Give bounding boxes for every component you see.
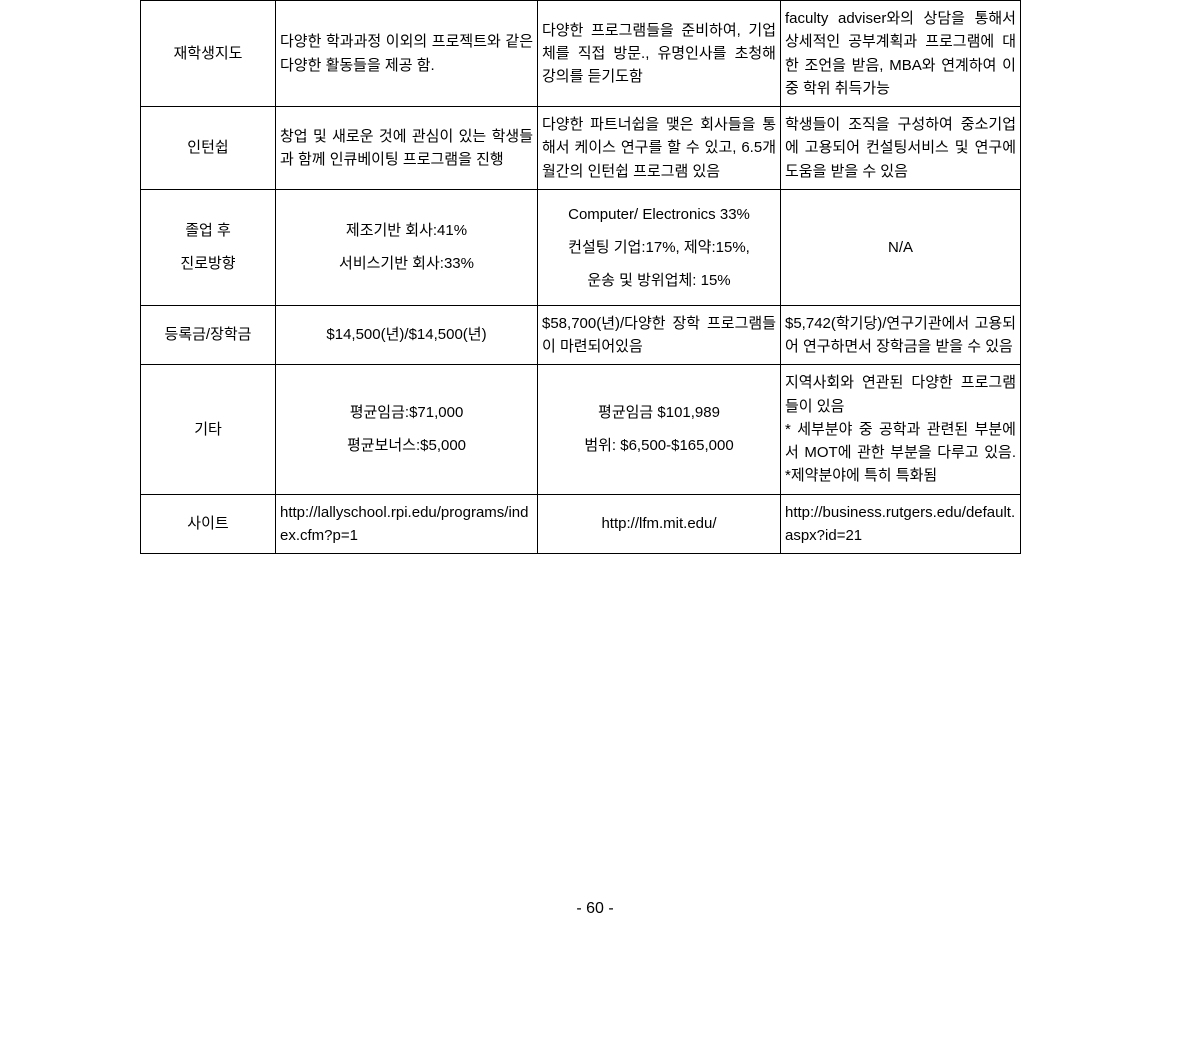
row-label: 등록금/장학금 [141,305,276,365]
label-line: 졸업 후 [145,214,271,247]
table-row: 기타 평균임금:$71,000 평균보너스:$5,000 평균임금 $101,9… [141,365,1021,494]
cell-line: 컨설팅 기업:17%, 제약:15%, [542,231,776,264]
cell-a: http://lallyschool.rpi.edu/programs/inde… [276,494,538,554]
cell-a: 창업 및 새로운 것에 관심이 있는 학생들과 함께 인큐베이팅 프로그램을 진… [276,107,538,190]
cell-c: 학생들이 조직을 구성하여 중소기업에 고용되어 컨설팅서비스 및 연구에 도움… [781,107,1021,190]
cell-line: 평균임금:$71,000 [280,396,533,429]
cell-line: Computer/ Electronics 33% [542,198,776,231]
page-number: - 60 - [0,900,1190,918]
row-label: 재학생지도 [141,1,276,107]
comparison-table: 재학생지도 다양한 학과과정 이외의 프로젝트와 같은 다양한 활동들을 제공 … [140,0,1021,554]
cell-c: faculty adviser와의 상담을 통해서 상세적인 공부계획과 프로그… [781,1,1021,107]
cell-line: 범위: $6,500-$165,000 [542,429,776,462]
cell-line: 서비스기반 회사:33% [280,247,533,280]
table-row: 등록금/장학금 $14,500(년)/$14,500(년) $58,700(년)… [141,305,1021,365]
cell-line: 평균임금 $101,989 [542,396,776,429]
table-row: 사이트 http://lallyschool.rpi.edu/programs/… [141,494,1021,554]
cell-c: 지역사회와 연관된 다양한 프로그램들이 있음* 세부분야 중 공학과 관련된 … [781,365,1021,494]
cell-b: 다양한 프로그램들을 준비하여, 기업체를 직접 방문., 유명인사를 초청해 … [538,1,781,107]
row-label: 졸업 후 진로방향 [141,189,276,305]
cell-c: $5,742(학기당)/연구기관에서 고용되어 연구하면서 장학금을 받을 수 … [781,305,1021,365]
cell-a: 제조기반 회사:41% 서비스기반 회사:33% [276,189,538,305]
cell-a: 평균임금:$71,000 평균보너스:$5,000 [276,365,538,494]
cell-line: 평균보너스:$5,000 [280,429,533,462]
cell-line: 제조기반 회사:41% [280,214,533,247]
cell-line: 운송 및 방위업체: 15% [542,264,776,297]
cell-b: 평균임금 $101,989 범위: $6,500-$165,000 [538,365,781,494]
label-line: 진로방향 [145,247,271,280]
row-label: 인턴쉽 [141,107,276,190]
table-row: 인턴쉽 창업 및 새로운 것에 관심이 있는 학생들과 함께 인큐베이팅 프로그… [141,107,1021,190]
cell-b: $58,700(년)/다양한 장학 프로그램들이 마련되어있음 [538,305,781,365]
row-label: 사이트 [141,494,276,554]
cell-b: http://lfm.mit.edu/ [538,494,781,554]
comparison-table-container: 재학생지도 다양한 학과과정 이외의 프로젝트와 같은 다양한 활동들을 제공 … [140,0,1020,554]
row-label: 기타 [141,365,276,494]
table-row: 재학생지도 다양한 학과과정 이외의 프로젝트와 같은 다양한 활동들을 제공 … [141,1,1021,107]
cell-b: 다양한 파트너쉽을 맺은 회사들을 통해서 케이스 연구를 할 수 있고, 6.… [538,107,781,190]
cell-a: 다양한 학과과정 이외의 프로젝트와 같은 다양한 활동들을 제공 함. [276,1,538,107]
table-row: 졸업 후 진로방향 제조기반 회사:41% 서비스기반 회사:33% Compu… [141,189,1021,305]
cell-c: N/A [781,189,1021,305]
cell-a: $14,500(년)/$14,500(년) [276,305,538,365]
cell-b: Computer/ Electronics 33% 컨설팅 기업:17%, 제약… [538,189,781,305]
cell-c: http://business.rutgers.edu/default.aspx… [781,494,1021,554]
